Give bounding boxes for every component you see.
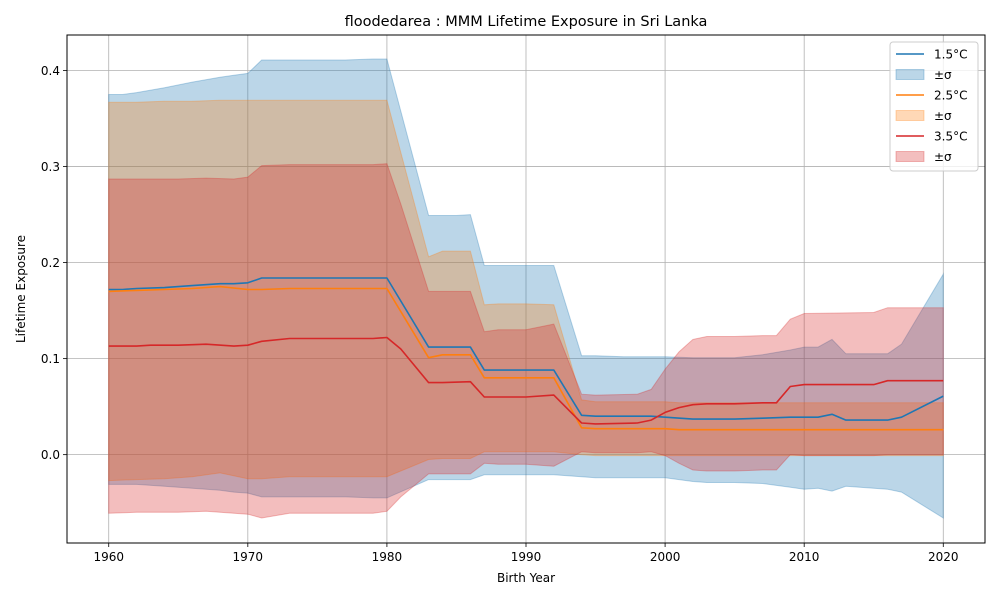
- legend-series-label: 3.5°C: [934, 130, 967, 144]
- x-tick-label: 2010: [789, 550, 820, 564]
- x-tick-label: 1970: [233, 550, 264, 564]
- series-line-1: [108, 285, 944, 431]
- y-tick-label: 0.2: [41, 256, 60, 270]
- series-lines: [108, 277, 944, 431]
- legend-series-label: 1.5°C: [934, 48, 967, 62]
- legend-band-label: ±σ: [934, 68, 952, 82]
- x-tick-label: 2000: [650, 550, 681, 564]
- x-tick-label: 1960: [93, 550, 124, 564]
- series-line-2: [108, 336, 944, 425]
- legend-band-label: ±σ: [934, 109, 952, 123]
- legend-band-swatch: [895, 151, 925, 162]
- x-tick-label: 2020: [928, 550, 959, 564]
- gridlines: [67, 35, 985, 543]
- legend: 1.5°C ±σ 2.5°C ±σ 3.5°C ±σ: [889, 41, 979, 172]
- legend-series-label: 2.5°C: [934, 89, 967, 103]
- legend-band-label: ±σ: [934, 150, 952, 164]
- x-tick-label: 1980: [372, 550, 403, 564]
- legend-band-swatch: [895, 69, 925, 80]
- x-tick-label: 1990: [511, 550, 542, 564]
- y-axis-ticks: 0.0 0.1 0.2 0.3 0.4: [41, 64, 67, 462]
- x-axis-ticks: 1960 1970 1980 1990 2000 2010 2020: [93, 543, 959, 564]
- legend-box: [889, 41, 979, 172]
- chart-title: floodedarea : MMM Lifetime Exposure in S…: [345, 14, 708, 30]
- y-tick-label: 0.3: [41, 160, 60, 174]
- legend-band-swatch: [895, 110, 925, 121]
- sigma-band-series-1: [108, 99, 944, 482]
- y-tick-label: 0.4: [41, 64, 60, 78]
- x-axis-label: Birth Year: [497, 571, 555, 585]
- y-axis-label: Lifetime Exposure: [14, 235, 28, 343]
- y-tick-label: 0.1: [41, 352, 60, 366]
- y-tick-label: 0.0: [41, 448, 60, 462]
- series-line-0: [108, 277, 944, 421]
